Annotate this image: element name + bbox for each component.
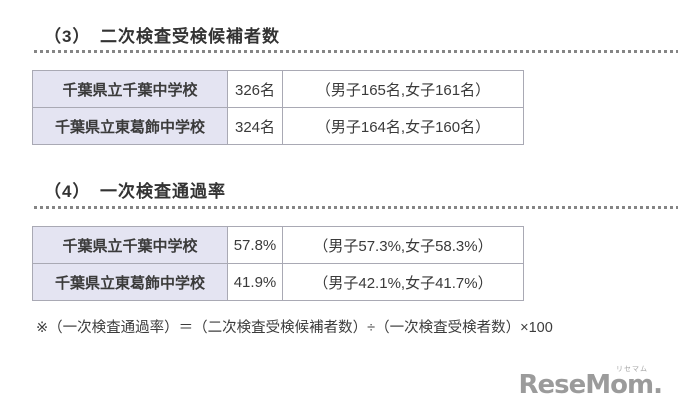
gender-breakdown-cell: （男子164名,女子160名）	[282, 107, 524, 145]
table-row: 千葉県立千葉中学校 326名 （男子165名,女子161名）	[32, 70, 524, 108]
school-name-cell: 千葉県立東葛飾中学校	[32, 107, 228, 145]
passrate-cell: 57.8%	[227, 226, 283, 264]
gender-breakdown-cell: （男子165名,女子161名）	[282, 70, 524, 108]
resemom-logo-text: ReseMom.	[518, 370, 663, 400]
total-count-cell: 324名	[227, 107, 283, 145]
gender-breakdown-cell: （男子42.1%,女子41.7%）	[282, 263, 524, 301]
passrate-table: 千葉県立千葉中学校 57.8% （男子57.3%,女子58.3%） 千葉県立東葛…	[32, 226, 524, 301]
school-name-cell: 千葉県立千葉中学校	[32, 70, 228, 108]
table-row: 千葉県立東葛飾中学校 41.9% （男子42.1%,女子41.7%）	[32, 263, 524, 301]
gender-breakdown-cell: （男子57.3%,女子58.3%）	[282, 226, 524, 264]
passrate-cell: 41.9%	[227, 263, 283, 301]
resemom-logo-ruby: リセマム	[616, 366, 648, 373]
school-name-cell: 千葉県立千葉中学校	[32, 226, 228, 264]
total-count-cell: 326名	[227, 70, 283, 108]
candidates-table: 千葉県立千葉中学校 326名 （男子165名,女子161名） 千葉県立東葛飾中学…	[32, 70, 524, 145]
section-heading-passrate: （4） 一次検査通過率	[44, 182, 226, 201]
dotted-divider	[34, 206, 678, 209]
table-row: 千葉県立東葛飾中学校 324名 （男子164名,女子160名）	[32, 107, 524, 145]
school-name-cell: 千葉県立東葛飾中学校	[32, 263, 228, 301]
resemom-logo: リセマム ReseMom.	[518, 366, 663, 400]
section-heading-candidates: （3） 二次検査受検候補者数	[44, 27, 280, 46]
passrate-formula-note: ※（一次検査通過率）＝（二次検査受検候補者数）÷（一次検査受検者数）×100	[36, 320, 553, 336]
table-row: 千葉県立千葉中学校 57.8% （男子57.3%,女子58.3%）	[32, 226, 524, 264]
dotted-divider	[34, 50, 678, 53]
